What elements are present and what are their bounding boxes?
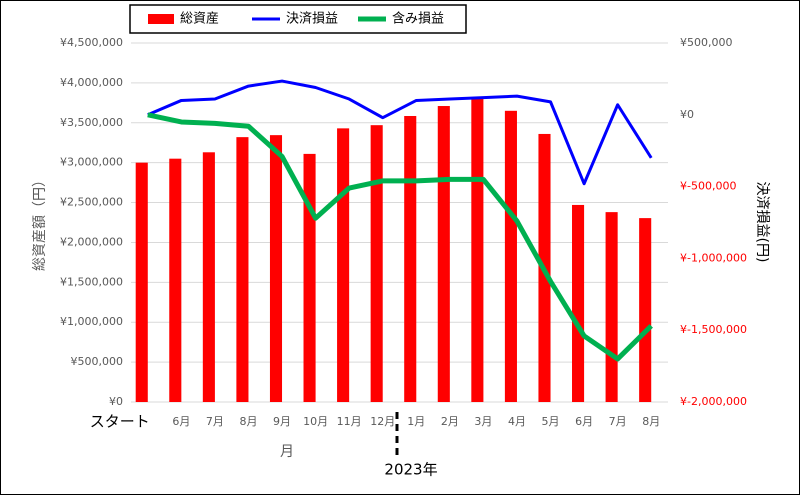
- annotation: 2023年: [384, 461, 437, 479]
- y-axis-label: 総資産額（円）: [32, 173, 48, 271]
- bar: [437, 106, 450, 402]
- x-tick-label: 12月: [370, 415, 395, 428]
- x-tick-label: 5月: [542, 415, 560, 428]
- bar: [471, 98, 484, 403]
- x-tick-label: 6月: [575, 415, 593, 428]
- y-tick-label: ¥3,000,000: [60, 156, 123, 169]
- y2-tick-label: ¥0: [680, 108, 694, 121]
- x-tick-label: 6月: [172, 415, 190, 428]
- x-tick-label: 8月: [239, 415, 257, 428]
- bar: [169, 158, 182, 402]
- bar: [202, 152, 215, 402]
- line: [147, 112, 653, 362]
- x-tick-label: スタート: [90, 413, 150, 431]
- y-tick-label: ¥1,500,000: [60, 275, 123, 288]
- x-tick-label: 3月: [474, 415, 492, 428]
- bar: [605, 212, 618, 402]
- bar: [370, 125, 383, 402]
- x-tick-label: 4月: [508, 415, 526, 428]
- bar: [337, 128, 350, 402]
- bar: [236, 137, 249, 403]
- y-tick-label: ¥0: [109, 395, 123, 408]
- x-tick-label: 7月: [609, 415, 627, 428]
- x-tick-label: 11月: [337, 415, 362, 428]
- y-tick-label: ¥1,000,000: [60, 315, 123, 328]
- legend-label: 決済損益: [286, 11, 338, 27]
- y-tick-label: ¥500,000: [71, 355, 124, 368]
- bar: [572, 204, 585, 402]
- y2-tick-label: ¥500,000: [680, 36, 733, 49]
- x-tick-label: 2月: [441, 415, 459, 428]
- x-tick-label: 8月: [642, 415, 660, 428]
- bar: [303, 153, 316, 402]
- y-tick-label: ¥4,500,000: [60, 36, 123, 49]
- bar: [269, 135, 283, 403]
- y2-axis-label: 決済損益(円): [754, 182, 770, 263]
- y-tick-label: ¥2,000,000: [60, 235, 123, 248]
- legend-label: 含み損益: [392, 11, 444, 27]
- x-tick-label: 7月: [206, 415, 224, 428]
- bar: [504, 110, 517, 403]
- y2-tick-label: ¥-1,000,000: [680, 251, 747, 264]
- x-axis-label: 月: [280, 444, 294, 460]
- legend-label: 総資産: [180, 11, 219, 27]
- y-tick-label: ¥2,500,000: [60, 196, 123, 209]
- x-tick-label: 1月: [407, 415, 425, 428]
- y-tick-label: ¥3,500,000: [60, 116, 123, 129]
- legend-box: [129, 4, 467, 34]
- bar: [404, 115, 417, 402]
- x-tick-label: 9月: [273, 415, 291, 428]
- y2-tick-label: ¥-1,500,000: [680, 323, 747, 336]
- legend-swatch: [148, 14, 174, 24]
- bar: [135, 162, 148, 402]
- bar: [639, 218, 652, 402]
- y2-tick-label: ¥-500,000: [680, 180, 736, 193]
- line: [147, 79, 653, 186]
- y-tick-label: ¥4,000,000: [60, 76, 123, 89]
- y2-tick-label: ¥-2,000,000: [680, 395, 747, 408]
- x-tick-label: 10月: [303, 415, 328, 428]
